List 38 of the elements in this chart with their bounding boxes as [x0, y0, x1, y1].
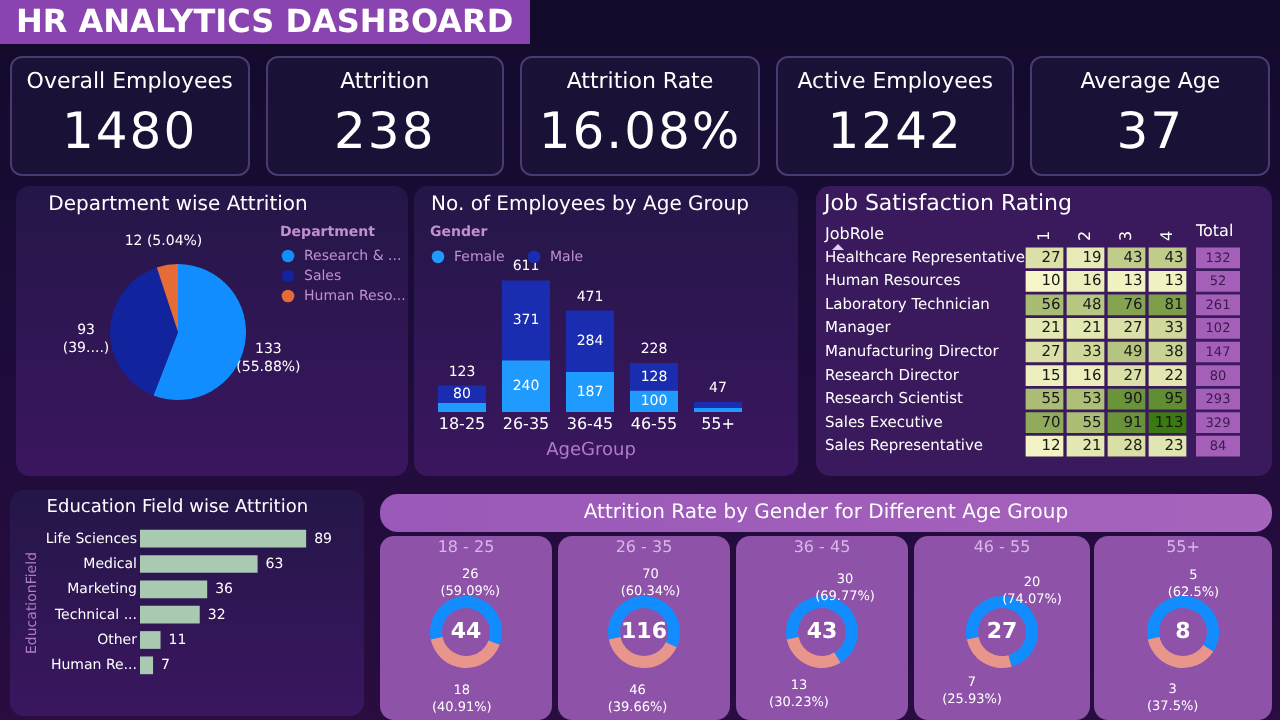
text: 8 — [1175, 618, 1191, 644]
chart-title: 26 - 35 — [615, 538, 673, 556]
chart-title: Education Field wise Attrition — [46, 498, 309, 518]
y2-axis-title: Total — [1194, 222, 1234, 240]
x-tick-label: 18-25 — [438, 415, 486, 433]
chart-title: Job Satisfaction Rating — [822, 190, 1072, 216]
x-tick-label: 4 — [1157, 230, 1176, 241]
chart-title: Department wise Attrition — [48, 194, 308, 216]
text: 16.08% — [536, 102, 744, 160]
x-tick-label: 1 — [1034, 230, 1053, 241]
x-tick-label: 3 — [1116, 230, 1135, 241]
text: Overall Employees — [24, 68, 235, 94]
text: Average Age — [1078, 68, 1223, 94]
text: 1480 — [59, 102, 200, 160]
chart-title: 55+ — [1166, 538, 1200, 556]
x-tick-label: 55+ — [701, 415, 735, 433]
chart-title: 36 - 45 — [793, 538, 851, 556]
x-axis-title: AgeGroup — [546, 441, 637, 461]
x-tick-label: 26-35 — [502, 415, 550, 433]
chart-title: 46 - 55 — [973, 538, 1031, 556]
chart-title: No. of Employees by Age Group — [431, 194, 749, 216]
text: 44 — [450, 618, 482, 644]
x-tick-label: 46-55 — [630, 415, 678, 433]
x-tick-label: 2 — [1075, 230, 1094, 241]
text: 37 — [1114, 102, 1187, 160]
text: 1242 — [825, 102, 965, 160]
text: Attrition Rate — [564, 68, 716, 94]
text: HR ANALYTICS DASHBOARD — [0, 0, 530, 44]
text: Active Employees — [795, 68, 995, 94]
x-tick-label: 36-45 — [566, 415, 614, 433]
y-axis-title: JobRole — [823, 225, 885, 243]
chart-title: 18 - 25 — [437, 538, 495, 556]
text: 116 — [621, 618, 668, 644]
text: Attrition — [338, 68, 432, 94]
text: 238 — [332, 102, 438, 160]
text: Attrition Rate by Gender for Different Age Group — [380, 494, 1272, 532]
text: 27 — [986, 618, 1018, 644]
text: 43 — [806, 618, 838, 644]
